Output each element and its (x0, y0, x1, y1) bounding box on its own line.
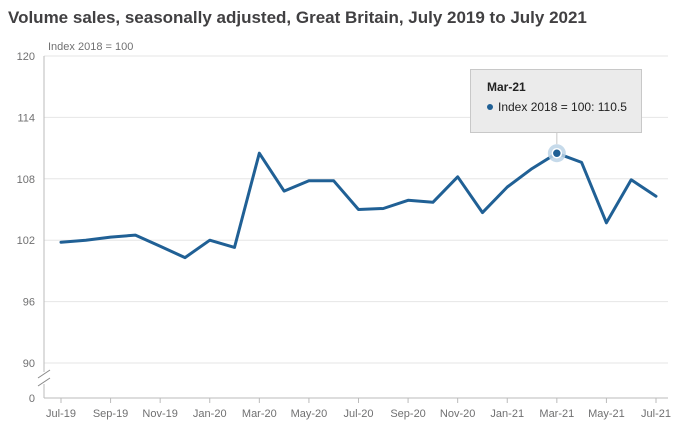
y-tick-label: 102 (17, 235, 35, 247)
tooltip-series-value: Index 2018 = 100: 110.5 (498, 100, 627, 114)
chart-title: Volume sales, seasonally adjusted, Great… (8, 8, 587, 27)
series-line[interactable] (59, 151, 658, 260)
x-tick-label: Jul-19 (46, 408, 76, 420)
x-tick-label: Mar-20 (242, 408, 277, 420)
tooltip-row: Index 2018 = 100: 110.5 (487, 100, 641, 114)
y-tick-label: 120 (17, 51, 35, 63)
y-tick-label: 0 (29, 393, 35, 405)
x-tick-label: Jul-21 (641, 408, 671, 420)
y-tick-label: 114 (17, 112, 35, 124)
x-tick-label: Nov-20 (440, 408, 475, 420)
tooltip-title: Mar-21 (487, 80, 526, 94)
x-tick-label: Jul-20 (344, 408, 374, 420)
highlight-point[interactable] (551, 147, 563, 159)
x-axis-ticks: Jul-19 Sep-19 Nov-19 Jan-20 Mar-20 May-20 Jul-… (46, 398, 671, 420)
x-tick-label: Sep-20 (390, 408, 425, 420)
x-tick-label: Jan-20 (193, 408, 227, 420)
x-tick-label: May-20 (291, 408, 328, 420)
y-axis-unit-label: Index 2018 = 100 (48, 41, 133, 53)
axes (37, 56, 668, 399)
axis-break-mark (37, 369, 51, 379)
y-tick-label: 90 (23, 358, 35, 370)
x-tick-label: Jan-21 (490, 408, 524, 420)
series-group (59, 151, 658, 260)
tooltip: Mar-21 Index 2018 = 100: 110.5 (470, 69, 642, 133)
x-tick-label: May-21 (588, 408, 625, 420)
x-tick-label: Mar-21 (539, 408, 574, 420)
x-tick-label: Nov-19 (142, 408, 177, 420)
y-axis-ticks: 0 90 96 102 108 114 120 (17, 51, 35, 405)
axis-break-mark (37, 377, 51, 387)
y-tick-label: 96 (23, 297, 35, 309)
tooltip-series-marker (487, 104, 493, 110)
highlight-group (547, 133, 566, 163)
y-tick-label: 108 (17, 174, 35, 186)
x-tick-label: Sep-19 (93, 408, 128, 420)
